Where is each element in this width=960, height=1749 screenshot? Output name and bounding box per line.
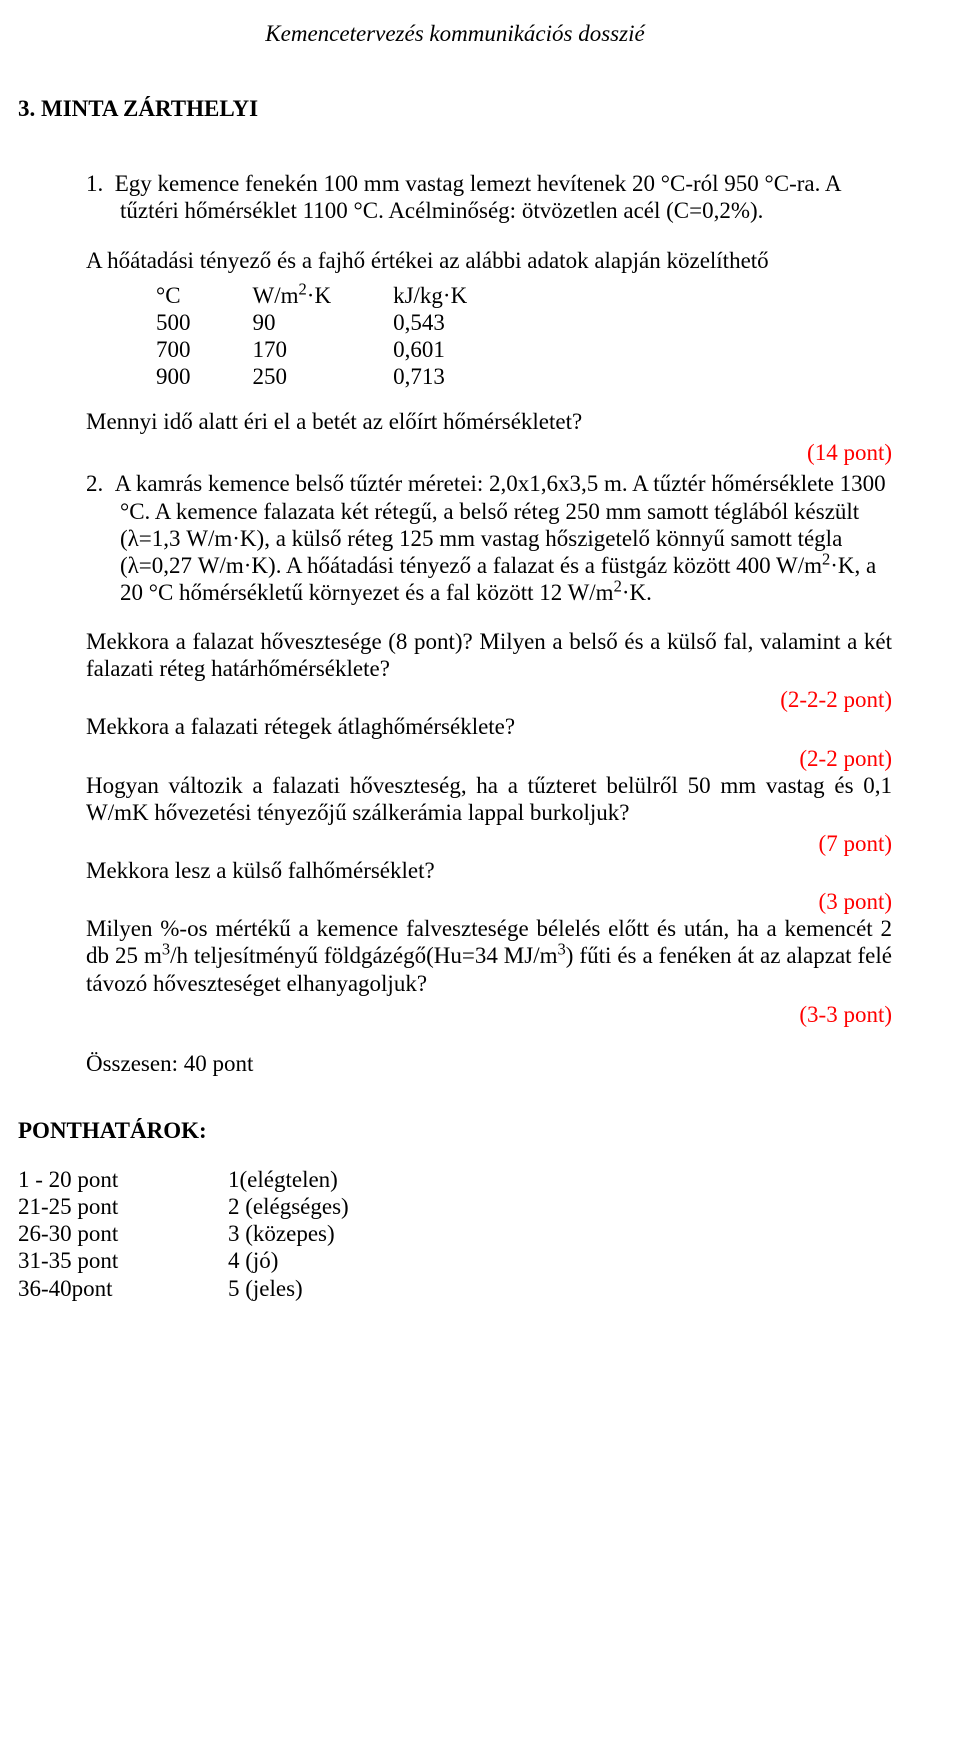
question-2-body: 2. A kamrás kemence belső tűztér méretei…	[86, 470, 892, 606]
q1-table-intro: A hőátadási tényező és a fajhő értékei a…	[86, 247, 892, 274]
q1-question: Mennyi idő alatt éri el a betét az előír…	[86, 408, 892, 435]
content-area: 1. Egy kemence fenekén 100 mm vastag lem…	[86, 170, 892, 1077]
q2-sub2-points: (2-2 pont)	[86, 745, 892, 772]
q2-sub5-points: (3-3 pont)	[86, 1001, 892, 1028]
question-1-body: 1. Egy kemence fenekén 100 mm vastag lem…	[86, 170, 892, 224]
q2-text: A kamrás kemence belső tűztér méretei: 2…	[115, 471, 886, 605]
bounds-row: 26-30 pont 3 (közepes)	[18, 1220, 349, 1247]
q1-data-table: °C W/m2·K kJ/kg·K 500 90 0,543 700 170 0…	[156, 282, 529, 391]
q2-sub4: Mekkora lesz a külső falhőmérséklet?	[86, 857, 892, 884]
th-kjkgk: kJ/kg·K	[393, 282, 529, 309]
q2-sub3: Hogyan változik a falazati hőveszteség, …	[86, 772, 892, 826]
table-row: 900 250 0,713	[156, 363, 529, 390]
th-wm2k: W/m2·K	[253, 282, 394, 309]
section-title: 3. MINTA ZÁRTHELYI	[18, 95, 892, 122]
q1-text: Egy kemence fenekén 100 mm vastag lemezt…	[115, 171, 840, 223]
q1-points: (14 pont)	[86, 439, 892, 466]
q2-sub5: Milyen %-os mértékű a kemence falvesztes…	[86, 915, 892, 996]
document-header: Kemencetervezés kommunikációs dosszié	[18, 20, 892, 47]
grade-bounds-title: PONTHATÁROK:	[18, 1117, 892, 1144]
q2-sub4-points: (3 pont)	[86, 888, 892, 915]
table-row: 500 90 0,543	[156, 309, 529, 336]
q1-number: 1.	[86, 171, 103, 196]
table-header-row: °C W/m2·K kJ/kg·K	[156, 282, 529, 309]
bounds-row: 31-35 pont 4 (jó)	[18, 1247, 349, 1274]
q2-number: 2.	[86, 471, 103, 496]
q2-sub3-points: (7 pont)	[86, 830, 892, 857]
table-row: 700 170 0,601	[156, 336, 529, 363]
q2-sub1-points: (2-2-2 pont)	[86, 686, 892, 713]
bounds-row: 36-40pont 5 (jeles)	[18, 1275, 349, 1302]
bounds-row: 21-25 pont 2 (elégséges)	[18, 1193, 349, 1220]
q2-sub1: Mekkora a falazat hővesztesége (8 pont)?…	[86, 628, 892, 682]
th-celsius: °C	[156, 282, 253, 309]
q2-sub2: Mekkora a falazati rétegek átlaghőmérsék…	[86, 713, 892, 740]
grade-bounds-table: 1 - 20 pont 1(elégtelen) 21-25 pont 2 (e…	[18, 1166, 349, 1302]
bounds-row: 1 - 20 pont 1(elégtelen)	[18, 1166, 349, 1193]
total-points: Összesen: 40 pont	[86, 1050, 892, 1077]
